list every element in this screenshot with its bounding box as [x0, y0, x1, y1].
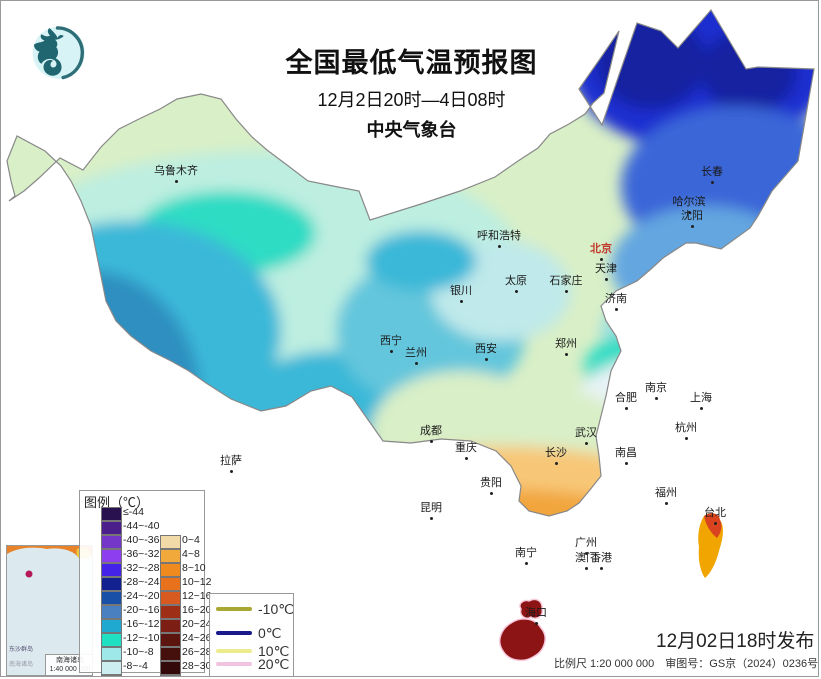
svg-text:南海诸岛: 南海诸岛 [9, 660, 33, 668]
svg-text:东沙群岛: 东沙群岛 [9, 645, 33, 653]
